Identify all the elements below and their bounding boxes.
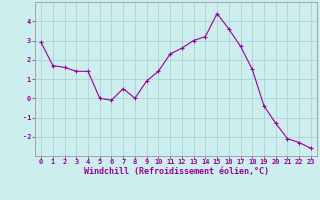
X-axis label: Windchill (Refroidissement éolien,°C): Windchill (Refroidissement éolien,°C) (84, 167, 268, 176)
